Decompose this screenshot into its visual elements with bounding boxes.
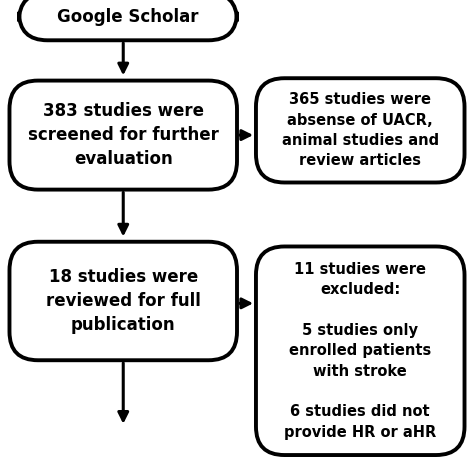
- Text: Google Scholar: Google Scholar: [57, 8, 199, 26]
- FancyBboxPatch shape: [19, 0, 237, 40]
- Text: 365 studies were
absense of UACR,
animal studies and
review articles: 365 studies were absense of UACR, animal…: [282, 92, 439, 168]
- Text: 383 studies were
screened for further
evaluation: 383 studies were screened for further ev…: [28, 102, 219, 168]
- FancyBboxPatch shape: [256, 246, 465, 455]
- FancyBboxPatch shape: [256, 78, 465, 182]
- FancyBboxPatch shape: [9, 242, 237, 360]
- FancyBboxPatch shape: [9, 81, 237, 190]
- Text: 18 studies were
reviewed for full
publication: 18 studies were reviewed for full public…: [46, 268, 201, 334]
- Text: 11 studies were
excluded:

5 studies only
enrolled patients
with stroke

6 studi: 11 studies were excluded: 5 studies only…: [284, 262, 437, 440]
